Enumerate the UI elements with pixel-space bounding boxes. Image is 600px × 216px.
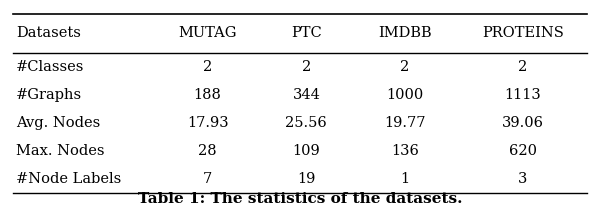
Text: #Node Labels: #Node Labels — [16, 172, 122, 186]
Text: 3: 3 — [518, 172, 527, 186]
Text: PROTEINS: PROTEINS — [482, 26, 564, 40]
Text: Table 1: The statistics of the datasets.: Table 1: The statistics of the datasets. — [138, 192, 462, 206]
Text: 1113: 1113 — [505, 88, 541, 102]
Text: 344: 344 — [292, 88, 320, 102]
Text: 7: 7 — [203, 172, 212, 186]
Text: 136: 136 — [391, 144, 419, 158]
Text: 620: 620 — [509, 144, 537, 158]
Text: IMDBB: IMDBB — [378, 26, 432, 40]
Text: 28: 28 — [199, 144, 217, 158]
Text: PTC: PTC — [291, 26, 322, 40]
Text: #Classes: #Classes — [16, 60, 85, 74]
Text: 109: 109 — [292, 144, 320, 158]
Text: #Graphs: #Graphs — [16, 88, 82, 102]
Text: 25.56: 25.56 — [286, 116, 327, 130]
Text: 19.77: 19.77 — [385, 116, 426, 130]
Text: Datasets: Datasets — [16, 26, 81, 40]
Text: 2: 2 — [302, 60, 311, 74]
Text: 1000: 1000 — [386, 88, 424, 102]
Text: Avg. Nodes: Avg. Nodes — [16, 116, 101, 130]
Text: 1: 1 — [401, 172, 410, 186]
Text: 19: 19 — [297, 172, 316, 186]
Text: 2: 2 — [203, 60, 212, 74]
Text: 39.06: 39.06 — [502, 116, 544, 130]
Text: Max. Nodes: Max. Nodes — [16, 144, 105, 158]
Text: 2: 2 — [400, 60, 410, 74]
Text: MUTAG: MUTAG — [178, 26, 237, 40]
Text: 2: 2 — [518, 60, 527, 74]
Text: 17.93: 17.93 — [187, 116, 229, 130]
Text: 188: 188 — [194, 88, 221, 102]
